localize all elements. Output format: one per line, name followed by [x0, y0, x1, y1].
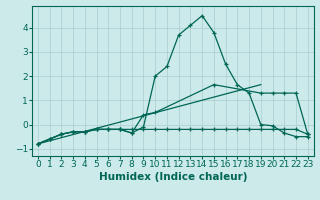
X-axis label: Humidex (Indice chaleur): Humidex (Indice chaleur) [99, 172, 247, 182]
